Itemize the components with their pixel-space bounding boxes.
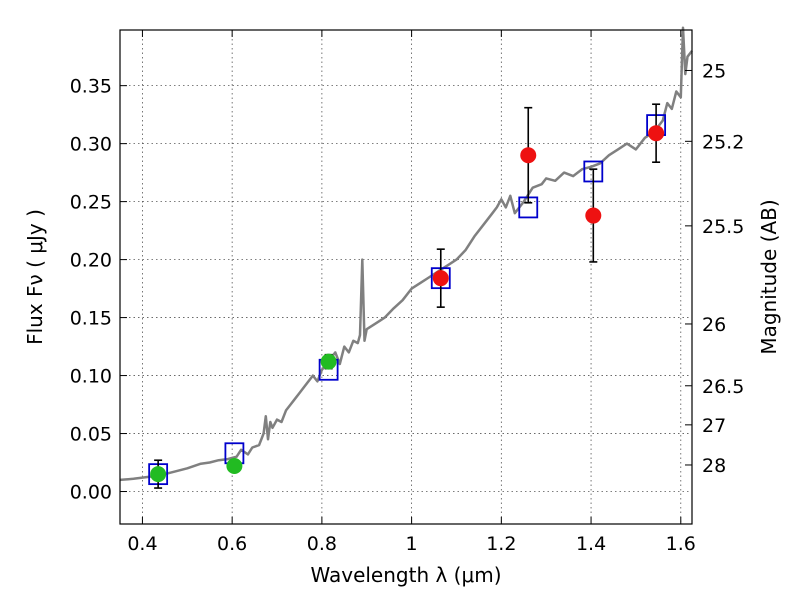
x-axis-label: Wavelength λ (μm) — [310, 563, 501, 587]
right-tick-label: 26 — [702, 314, 726, 336]
y-tick-label: 0.25 — [70, 192, 112, 214]
data-markers — [148, 103, 667, 489]
x-tick-label: 0.8 — [307, 533, 337, 555]
right-tick-label: 28 — [702, 455, 726, 477]
right-tick-label: 25.2 — [702, 131, 744, 153]
y-tick-label: 0.10 — [70, 366, 112, 388]
y-tick-label: 0.00 — [70, 482, 112, 504]
y-axis-label: Flux Fν ( μJy ) — [23, 209, 47, 345]
right-tick-label: 26.5 — [702, 376, 744, 398]
y-tick-label: 0.30 — [70, 134, 112, 156]
right-tick-label: 27 — [702, 415, 726, 437]
right-tick-label: 25.5 — [702, 216, 744, 238]
x-tick-label: 1.4 — [576, 533, 606, 555]
x-tick-label: 1.6 — [666, 533, 696, 555]
green-data-point — [150, 466, 167, 483]
green-data-point — [320, 353, 337, 370]
x-tick-label: 1.2 — [486, 533, 516, 555]
spectrum-line — [119, 26, 693, 482]
spectrum-series — [119, 26, 693, 482]
plot-frame — [119, 29, 693, 525]
y-tick-label: 0.15 — [70, 308, 112, 330]
x-tick-label: 1 — [406, 533, 418, 555]
x-tick-label: 0.4 — [127, 533, 157, 555]
y-right-axis-label: Magnitude (AB) — [757, 199, 781, 354]
y-tick-label: 0.35 — [70, 76, 112, 98]
right-tick-label: 25 — [702, 60, 726, 82]
red-data-point — [648, 125, 665, 142]
grid-lines — [120, 30, 692, 524]
red-data-point — [520, 147, 537, 164]
axis-ticks: 0.4 0.6 0.8 1 1.2 1.4 1.6 0.00 0.05 0.10 0.15 0.20 0… — [70, 30, 744, 555]
y-tick-label: 0.20 — [70, 250, 112, 272]
red-data-point — [585, 207, 602, 224]
red-data-point — [432, 270, 449, 287]
green-data-point — [226, 458, 243, 475]
x-tick-label: 0.6 — [217, 533, 247, 555]
y-tick-label: 0.05 — [70, 424, 112, 446]
